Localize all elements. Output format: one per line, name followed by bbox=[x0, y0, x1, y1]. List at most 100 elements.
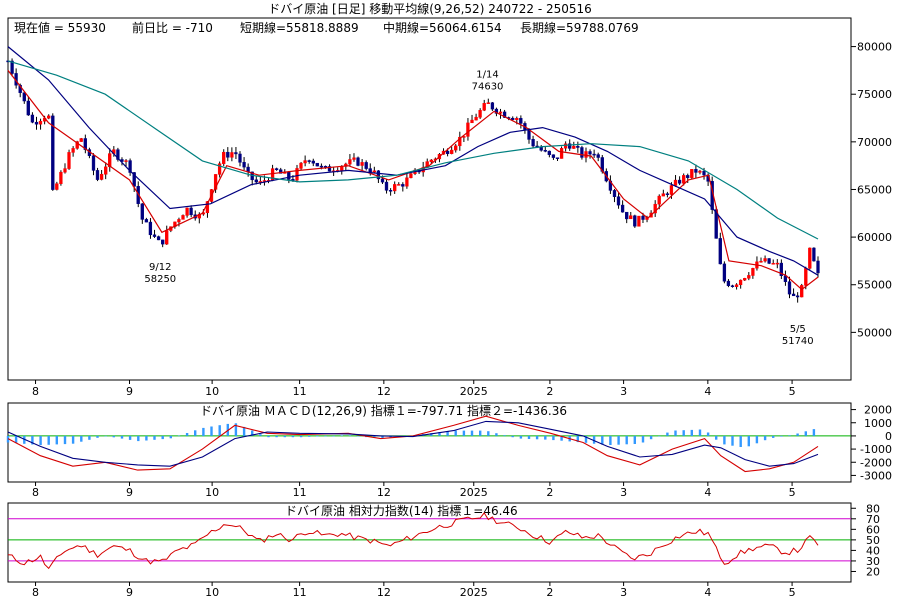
candle-down bbox=[189, 207, 193, 216]
price-ytick-label: 60000 bbox=[857, 231, 892, 244]
candle-up bbox=[738, 279, 743, 286]
price-ytick-label: 70000 bbox=[857, 136, 892, 149]
macd-xtick-label: 4 bbox=[704, 486, 711, 499]
candle-down bbox=[380, 178, 385, 183]
candle-up bbox=[63, 168, 67, 173]
candle-up bbox=[498, 111, 503, 114]
candle-down bbox=[238, 153, 242, 163]
candle-down bbox=[254, 179, 258, 183]
macd-histogram-bar bbox=[251, 430, 254, 436]
macd-histogram-bar bbox=[14, 435, 18, 444]
macd-histogram-bar bbox=[755, 435, 759, 444]
candle-down bbox=[633, 215, 637, 227]
price-ytick-label: 80000 bbox=[857, 41, 892, 54]
macd-title: ドバイ原油 ＭＡＣＤ(12,26,9) 指標１=-797.71 指標２=-143… bbox=[200, 403, 567, 418]
rsi-xtick-label: 10 bbox=[205, 586, 219, 599]
candle-down bbox=[22, 92, 26, 102]
candle-down bbox=[140, 203, 144, 220]
macd-histogram-bar bbox=[674, 430, 677, 436]
price-xtick-label: 4 bbox=[704, 385, 711, 398]
price-xtick-label: 11 bbox=[293, 385, 307, 398]
macd-histogram-bar bbox=[552, 435, 555, 441]
macd-histogram-bar bbox=[340, 435, 343, 436]
candle-down bbox=[568, 143, 572, 149]
candle-up bbox=[808, 247, 812, 269]
candle-down bbox=[30, 114, 35, 123]
candle-down bbox=[323, 165, 328, 168]
candle-up bbox=[734, 284, 739, 287]
candle-down bbox=[616, 196, 621, 206]
candle-down bbox=[274, 168, 279, 170]
candle-up bbox=[466, 122, 470, 137]
macd-histogram-bar bbox=[625, 435, 628, 445]
macd-histogram-bar bbox=[324, 435, 327, 437]
macd-histogram-bar bbox=[519, 435, 523, 439]
candle-down bbox=[91, 155, 96, 171]
macd-histogram-bar bbox=[373, 435, 376, 438]
price-panel-frame bbox=[7, 17, 852, 381]
rsi-ytick-label: 40 bbox=[866, 544, 880, 557]
ma-short-line bbox=[7, 70, 819, 291]
macd-histogram-bar bbox=[804, 431, 807, 436]
candle-down bbox=[10, 60, 14, 74]
macd-histogram-bar bbox=[381, 435, 384, 439]
candle-down bbox=[291, 179, 295, 181]
candle-up bbox=[800, 285, 804, 298]
rsi-xtick-label: 11 bbox=[293, 586, 307, 599]
candle-down bbox=[787, 281, 792, 295]
candle-up bbox=[763, 258, 767, 262]
macd-histogram-bar bbox=[308, 435, 311, 437]
candle-down bbox=[315, 162, 319, 167]
macd-histogram-bar bbox=[470, 430, 474, 436]
macd-histogram-bar bbox=[641, 435, 645, 443]
macd-histogram-bar bbox=[812, 429, 816, 436]
candle-down bbox=[531, 139, 535, 147]
rsi-ytick-label: 60 bbox=[866, 523, 880, 536]
candle-down bbox=[364, 162, 368, 169]
candle-down bbox=[702, 170, 706, 176]
macd-histogram-bar bbox=[31, 435, 34, 445]
macd-histogram-bar bbox=[495, 433, 498, 436]
macd-histogram-bar bbox=[462, 430, 466, 436]
macd-histogram-bar bbox=[23, 435, 26, 444]
candle-up bbox=[747, 275, 751, 279]
rsi-layer bbox=[7, 512, 851, 570]
candle-down bbox=[368, 168, 372, 173]
candle-up bbox=[222, 151, 226, 164]
macd-histogram-bar bbox=[503, 435, 506, 436]
macd-histogram-bar bbox=[177, 435, 181, 437]
candle-up bbox=[393, 184, 397, 192]
candle-down bbox=[83, 138, 87, 150]
price-xtick-label: 2 bbox=[546, 385, 553, 398]
macd-ytick-label: -1000 bbox=[860, 443, 892, 456]
axes-layer: 50000 55000 60000 65000 70000 75000 80000 8 9 10 1… bbox=[32, 41, 892, 599]
candle-down bbox=[161, 239, 165, 245]
macd-xtick-label: 11 bbox=[293, 486, 307, 499]
price-ytick-label: 75000 bbox=[857, 88, 892, 101]
candle-down bbox=[34, 121, 39, 125]
macd-histogram-bar bbox=[267, 435, 270, 438]
candle-down bbox=[319, 165, 324, 168]
candle-down bbox=[779, 262, 783, 276]
macd-histogram-bar bbox=[788, 435, 791, 436]
candle-up bbox=[474, 116, 478, 121]
candle-down bbox=[726, 280, 731, 286]
candle-down bbox=[527, 129, 531, 140]
candle-down bbox=[401, 184, 405, 187]
annotation-value: 58250 bbox=[144, 274, 176, 285]
macd-histogram-bar bbox=[169, 435, 172, 439]
candle-up bbox=[299, 162, 303, 169]
candle-down bbox=[226, 151, 230, 158]
price-xtick-label: 3 bbox=[620, 385, 627, 398]
candle-up bbox=[409, 173, 413, 179]
candle-up bbox=[458, 136, 462, 147]
candle-up bbox=[185, 207, 189, 216]
candle-up bbox=[743, 278, 747, 281]
candle-up bbox=[690, 169, 694, 178]
candle-down bbox=[816, 260, 820, 274]
macd-histogram-bar bbox=[682, 430, 685, 436]
macd-ytick-label: -3000 bbox=[860, 469, 892, 482]
candle-up bbox=[657, 195, 661, 205]
price-title: ドバイ原油 [日足] 移動平均線(9,26,52) 240722 - 25051… bbox=[268, 1, 592, 16]
macd-histogram-bar bbox=[96, 435, 99, 438]
